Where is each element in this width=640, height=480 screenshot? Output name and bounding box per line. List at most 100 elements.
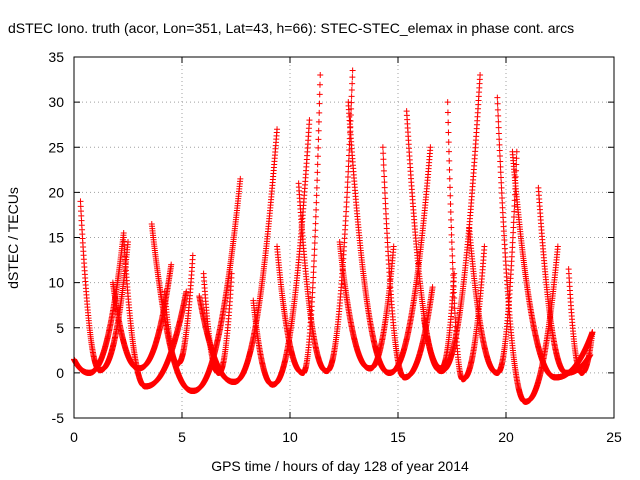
data-point-marker <box>449 265 456 272</box>
data-point-marker <box>237 175 244 182</box>
data-point-marker <box>450 289 457 296</box>
data-point-marker <box>309 279 316 286</box>
data-point-marker <box>445 139 452 146</box>
y-tick-label: 0 <box>56 365 64 381</box>
data-point-marker <box>380 167 387 174</box>
data-markers <box>71 67 596 405</box>
data-point-marker <box>390 243 397 250</box>
data-point-marker <box>382 200 389 207</box>
data-point-marker <box>449 246 456 253</box>
data-point-marker <box>496 136 503 143</box>
x-tick-label: 15 <box>390 429 406 445</box>
data-point-marker <box>316 91 323 98</box>
data-point-marker <box>349 67 356 74</box>
data-point-marker <box>311 246 318 253</box>
data-point-marker <box>445 148 452 155</box>
y-tick-label: 25 <box>48 139 64 155</box>
data-point-marker <box>477 72 484 79</box>
data-point-marker <box>312 213 319 220</box>
data-point-marker <box>310 269 317 276</box>
data-point-marker <box>451 270 458 277</box>
data-point-marker <box>495 124 502 131</box>
data-point-marker <box>344 189 351 196</box>
data-point-marker <box>380 162 387 169</box>
data-point-marker <box>274 126 281 133</box>
data-point-marker <box>444 99 451 106</box>
x-tick-label: 5 <box>178 429 186 445</box>
data-point-marker <box>313 206 320 213</box>
data-point-marker <box>446 157 453 164</box>
data-point-marker <box>314 153 321 160</box>
data-point-marker <box>511 203 518 210</box>
data-point-marker <box>447 184 454 191</box>
y-tick-label: 10 <box>48 275 64 291</box>
data-point-marker <box>496 153 503 160</box>
data-point-marker <box>314 169 321 176</box>
data-point-marker <box>311 252 318 259</box>
data-point-marker <box>448 216 455 223</box>
x-tick-label: 25 <box>606 429 622 445</box>
y-tick-label: 30 <box>48 94 64 110</box>
data-point-marker <box>345 158 352 165</box>
data-point-marker <box>494 100 501 107</box>
data-point-marker <box>345 163 352 170</box>
data-point-marker <box>381 184 388 191</box>
data-point-marker <box>445 119 452 126</box>
data-point-marker <box>498 179 505 186</box>
x-tick-label: 20 <box>498 429 514 445</box>
data-point-marker <box>510 224 517 231</box>
data-point-marker <box>497 163 504 170</box>
data-point-marker <box>450 272 457 279</box>
data-point-marker <box>314 161 321 168</box>
data-point-marker <box>314 177 321 184</box>
data-point-marker <box>348 87 355 94</box>
data-point-marker <box>496 141 503 148</box>
data-point-marker <box>446 175 453 182</box>
data-point-marker <box>348 99 355 106</box>
data-point-marker <box>381 173 388 180</box>
data-point-marker <box>312 220 319 227</box>
x-axis-label: GPS time / hours of day 128 of year 2014 <box>211 458 469 474</box>
data-point-marker <box>510 229 517 236</box>
data-point-marker <box>344 179 351 186</box>
chart-title: dSTEC Iono. truth (acor, Lon=351, Lat=43… <box>8 20 574 36</box>
data-point-marker <box>312 233 319 240</box>
data-point-marker <box>444 109 451 116</box>
data-point-marker <box>445 129 452 136</box>
data-point-marker <box>310 263 317 270</box>
data-point-marker <box>497 158 504 165</box>
data-point-marker <box>344 174 351 181</box>
data-point-marker <box>315 136 322 143</box>
data-point-marker <box>381 179 388 186</box>
data-point-marker <box>189 252 196 259</box>
data-point-marker <box>309 284 316 291</box>
data-point-marker <box>494 94 501 101</box>
data-point-marker <box>496 147 503 154</box>
data-point-marker <box>379 144 386 151</box>
data-point-marker <box>315 144 322 151</box>
x-tick-label: 10 <box>282 429 298 445</box>
data-point-marker <box>481 243 488 250</box>
y-axis-label: dSTEC / TECUs <box>5 187 21 289</box>
data-point-marker <box>310 274 317 281</box>
data-point-marker <box>554 243 561 250</box>
data-point-marker <box>380 150 387 157</box>
data-point-marker <box>313 184 320 191</box>
data-point-marker <box>183 288 190 295</box>
data-point-marker <box>449 259 456 266</box>
data-point-marker <box>429 284 436 291</box>
data-point-marker <box>380 156 387 163</box>
data-point-marker <box>313 199 320 206</box>
data-point-marker <box>495 130 502 137</box>
data-point-marker <box>349 80 356 87</box>
data-point-marker <box>494 106 501 113</box>
data-point-marker <box>306 117 313 124</box>
data-point-marker <box>382 195 389 202</box>
data-point-marker <box>447 209 454 216</box>
data-point-marker <box>510 219 517 226</box>
data-point-marker <box>447 192 454 199</box>
data-point-marker <box>448 231 455 238</box>
data-point-marker <box>446 166 453 173</box>
data-point-marker <box>495 112 502 119</box>
data-point-marker <box>313 192 320 199</box>
